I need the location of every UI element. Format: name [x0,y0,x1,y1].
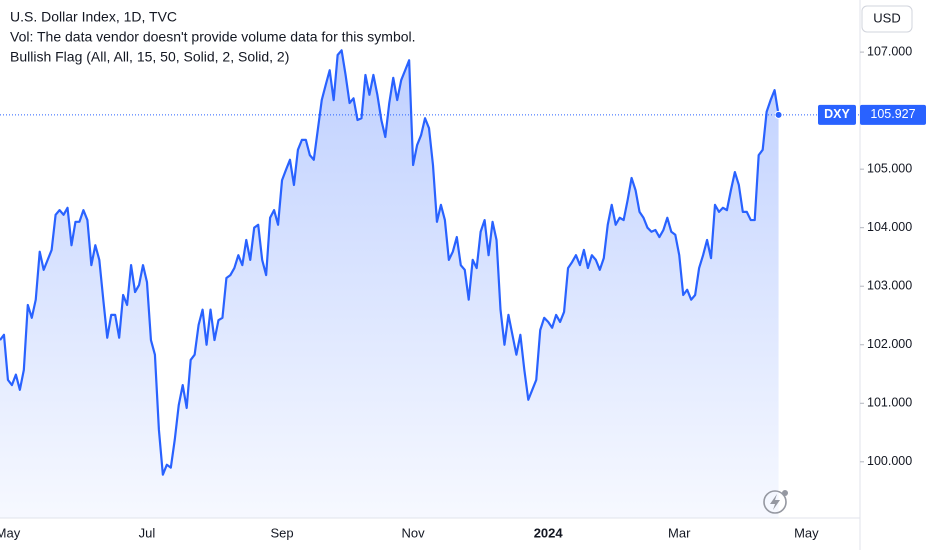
y-tick-label: 101.000 [867,396,912,410]
y-tick-label: 102.000 [867,337,912,351]
chart-subtitle: Vol: The data vendor doesn't provide vol… [10,29,416,45]
price-badge [860,104,926,125]
price-line [0,49,780,476]
x-tick-label: May [0,525,21,540]
x-tick-label: Sep [270,525,293,540]
y-tick-label: 107.000 [867,44,912,58]
y-tick-label: 103.000 [867,279,912,293]
x-tick-label: Nov [402,525,426,540]
indicator-legend: Bullish Flag (All, All, 15, 50, Solid, 2… [10,49,289,65]
chart-title: U.S. Dollar Index, 1D, TVC [10,9,177,25]
y-tick-label: 105.000 [867,161,912,175]
area-fill [0,50,779,519]
currency-button[interactable] [861,5,913,33]
symbol-badge-label: DXY [824,107,850,121]
watermark-icon [763,490,788,514]
plot-area [0,49,860,519]
y-tick-label: 100.000 [867,454,912,468]
x-tick-label: Mar [668,525,691,540]
price-badge-label: 105.927 [870,107,915,121]
x-tick-label: 2024 [534,525,564,540]
currency-label[interactable]: USD [873,10,900,25]
symbol-badge [818,104,856,125]
x-tick-label: May [794,525,819,540]
y-tick-label: 104.000 [867,220,912,234]
x-tick-label: Jul [139,525,156,540]
last-price-dot [774,110,783,119]
